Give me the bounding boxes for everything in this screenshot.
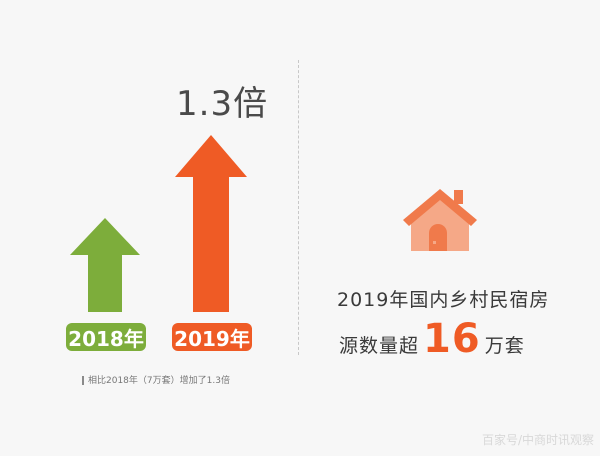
house-icon [403,189,477,251]
headline-text: 2019年国内乡村民宿房 [337,289,550,311]
headline-line2: 源数量超 16 万套 [339,316,525,362]
arrow-up-orange-icon [175,135,247,312]
headline-prefix: 源数量超 [339,335,420,357]
year-2019-badge: 2019年 [172,323,252,351]
note-marker [82,376,84,385]
year-2018-badge: 2018年 [66,323,146,351]
highlight-number: 16 [423,316,481,362]
comparison-note: 相比2018年（7万套）增加了1.3倍 [82,373,230,386]
divider [298,60,299,355]
watermark-text: 百家号/中商时讯观察 [481,433,594,447]
arrow-up-green-icon [70,218,140,312]
comparison-note-text: 相比2018年（7万套）增加了1.3倍 [88,376,230,386]
headline-suffix: 万套 [484,335,525,357]
multiplier-label: 1.3倍 [176,84,269,124]
